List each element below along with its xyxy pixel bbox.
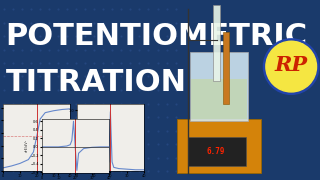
X-axis label: Volume of the titrant (ml): Volume of the titrant (ml) (88, 179, 133, 180)
X-axis label: Volume of the titrant (ml): Volume of the titrant (ml) (14, 179, 60, 180)
Y-axis label: d²E/dV²: d²E/dV² (25, 139, 29, 152)
Text: TITRATION: TITRATION (5, 68, 186, 97)
Text: RP: RP (275, 55, 308, 75)
FancyBboxPatch shape (191, 79, 247, 119)
Text: POTENTIOMETRIC: POTENTIOMETRIC (5, 22, 308, 51)
Text: 6.79: 6.79 (207, 147, 225, 156)
Circle shape (266, 41, 316, 92)
FancyBboxPatch shape (213, 5, 220, 81)
FancyBboxPatch shape (188, 137, 246, 166)
FancyBboxPatch shape (190, 52, 248, 121)
FancyBboxPatch shape (177, 119, 261, 173)
FancyBboxPatch shape (223, 32, 229, 104)
Y-axis label: dE/dV: dE/dV (63, 133, 67, 143)
